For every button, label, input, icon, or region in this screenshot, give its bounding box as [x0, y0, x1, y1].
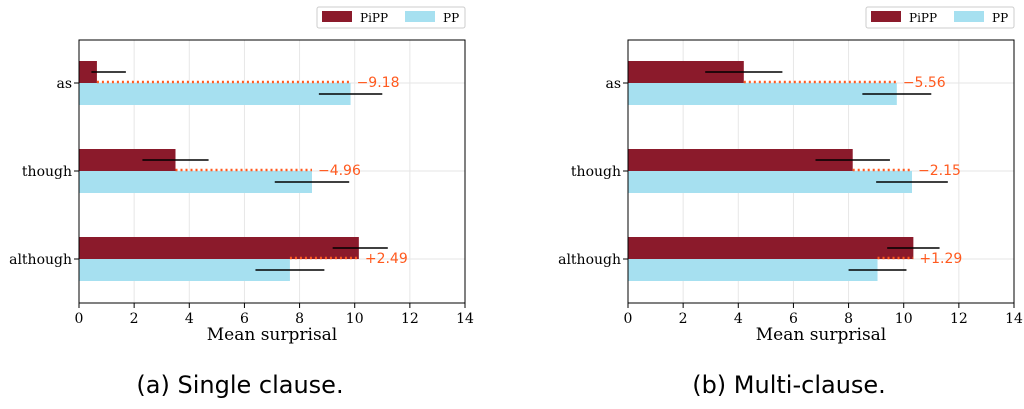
plot-frame	[627, 39, 1015, 304]
difference-label-although: +1.29	[919, 251, 962, 267]
figure-caption: (b) Multi-clause.	[692, 371, 886, 399]
bar-pp-though	[79, 171, 312, 193]
legend-label-pp: PP	[443, 11, 459, 25]
y-tick-label-as: as	[56, 76, 72, 92]
x-tick-label: 0	[75, 311, 84, 327]
chart-panel-1: −9.18 as −4.96 though +2.49 although 0 2 4 6 8 10 12…	[9, 6, 474, 399]
bar-pp-though	[628, 171, 912, 193]
x-tick-label: 4	[734, 311, 743, 327]
difference-label-although: +2.49	[365, 251, 408, 267]
legend-label-pipp: PiPP	[909, 11, 937, 25]
bar-pipp-as	[628, 61, 744, 83]
legend-label-pp: PP	[992, 11, 1008, 25]
figure-caption: (a) Single clause.	[136, 371, 343, 399]
x-tick-label: 12	[950, 311, 968, 327]
x-tick-label: 14	[1005, 311, 1023, 327]
chart-panel-2: −5.56 as −2.15 though +1.29 although 0 2 4 6 8 10 12…	[558, 6, 1023, 399]
legend-swatch-pipp	[322, 11, 352, 22]
x-tick-label: 12	[401, 311, 419, 327]
legend-swatch-pp	[405, 11, 435, 22]
x-tick-label: 14	[456, 311, 474, 327]
bar-pp-although	[628, 259, 878, 281]
legend-swatch-pp	[954, 11, 984, 22]
difference-label-though: −2.15	[918, 163, 961, 179]
difference-label-as: −9.18	[357, 75, 400, 91]
bar-pipp-although	[628, 237, 914, 259]
bar-pp-although	[79, 259, 290, 281]
legend-swatch-pipp	[871, 11, 901, 22]
y-tick-label-though: though	[22, 164, 72, 180]
y-tick-label-as: as	[605, 76, 621, 92]
bar-pp-as	[628, 83, 897, 105]
difference-label-as: −5.56	[903, 75, 946, 91]
legend-label-pipp: PiPP	[360, 11, 388, 25]
legend: PiPP PP	[316, 6, 466, 29]
legend: PiPP PP	[865, 6, 1015, 29]
x-tick-label: 8	[844, 311, 853, 327]
x-tick-label: 10	[346, 311, 364, 327]
x-tick-label: 6	[240, 311, 249, 327]
x-axis-label: Mean surprisal	[207, 325, 338, 345]
difference-label-though: −4.96	[318, 163, 361, 179]
bar-pipp-though	[628, 149, 853, 171]
bar-pp-as	[79, 83, 351, 105]
x-tick-label: 4	[185, 311, 194, 327]
y-tick-label-although: although	[9, 252, 72, 268]
bar-pipp-although	[79, 237, 359, 259]
y-tick-label-though: though	[571, 164, 621, 180]
bar-pipp-though	[79, 149, 176, 171]
x-tick-label: 10	[895, 311, 913, 327]
x-tick-label: 2	[130, 311, 139, 327]
bar-pipp-as	[79, 61, 97, 83]
y-tick-label-although: although	[558, 252, 621, 268]
x-axis-label: Mean surprisal	[756, 325, 887, 345]
x-tick-label: 2	[679, 311, 688, 327]
x-tick-label: 6	[789, 311, 798, 327]
x-tick-label: 0	[624, 311, 633, 327]
x-tick-label: 8	[295, 311, 304, 327]
plot-frame	[78, 39, 466, 304]
